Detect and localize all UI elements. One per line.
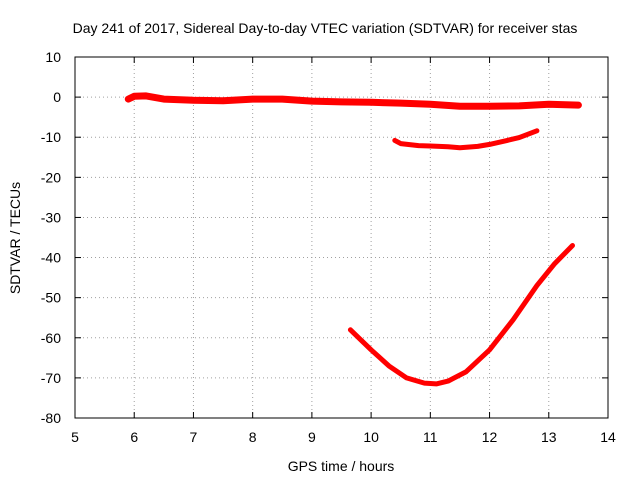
x-tick-label: 7 [190,429,198,445]
data-point [369,347,374,352]
data-point [475,144,480,149]
data-point [398,101,403,106]
data-point [463,369,468,374]
y-tick-labels: 10 0 -10 -20 -30 -40 -50 -60 -70 -80 [41,49,61,426]
y-tick-label: 10 [45,49,61,65]
axis-ticks [74,56,609,419]
data-point [404,375,409,380]
data-point [348,327,353,332]
data-point [570,243,575,248]
y-tick-label: -50 [41,290,61,306]
data-point [446,379,451,384]
data-point [428,102,433,107]
data-point [505,138,510,143]
x-tick-label: 5 [71,429,79,445]
data-point [487,104,492,109]
data-point [416,143,421,148]
data-point [576,103,581,108]
y-tick-label: -60 [41,330,61,346]
data-point [144,93,149,98]
series-line-1 [124,92,582,110]
y-axis-label: SDTVAR / TECUs [7,182,23,294]
x-tick-label: 14 [600,429,616,445]
plot-frame [74,56,609,419]
data-point [392,138,397,143]
x-axis-label: GPS time / hours [288,458,395,474]
data-point [161,97,166,102]
data-point [487,347,492,352]
grid [75,57,608,418]
data-point [517,135,522,140]
data-point [546,102,551,107]
data-point [250,97,255,102]
chart-title: Day 241 of 2017, Sidereal Day-to-day VTE… [73,20,578,36]
data-point [126,97,131,102]
series-line-3 [347,243,575,387]
data-point [309,99,314,104]
y-tick-label: -10 [41,129,61,145]
y-tick-label: -30 [41,209,61,225]
data-point [221,98,226,103]
data-point [457,104,462,109]
data-point [132,94,137,99]
data-point [517,103,522,108]
data-point [446,144,451,149]
series-line-2 [392,128,540,151]
x-tick-label: 6 [130,429,138,445]
data-point [434,381,439,386]
data-point [534,128,539,133]
data-point [369,100,374,105]
y-tick-label: -70 [41,370,61,386]
data-point [386,363,391,368]
y-tick-label: -80 [41,410,61,426]
x-tick-label: 9 [308,429,316,445]
x-tick-label: 8 [249,429,257,445]
x-tick-label: 10 [363,429,379,445]
data-point [339,99,344,104]
data-point [552,261,557,266]
data-point [511,317,516,322]
data-point [422,381,427,386]
data-point [534,283,539,288]
data-point [191,98,196,103]
data-point [428,144,433,148]
x-tick-label: 13 [541,429,557,445]
y-tick-label: 0 [53,89,61,105]
data-point [487,142,492,147]
y-tick-label: -40 [41,250,61,266]
data-point [398,141,403,146]
x-tick-label: 11 [423,429,438,445]
y-tick-label: -20 [41,169,61,185]
data-point [280,97,285,102]
x-tick-labels: 5 6 7 8 9 10 11 12 13 14 [71,429,616,445]
data-point [457,145,462,150]
data-series [124,92,582,387]
x-tick-label: 12 [482,429,498,445]
